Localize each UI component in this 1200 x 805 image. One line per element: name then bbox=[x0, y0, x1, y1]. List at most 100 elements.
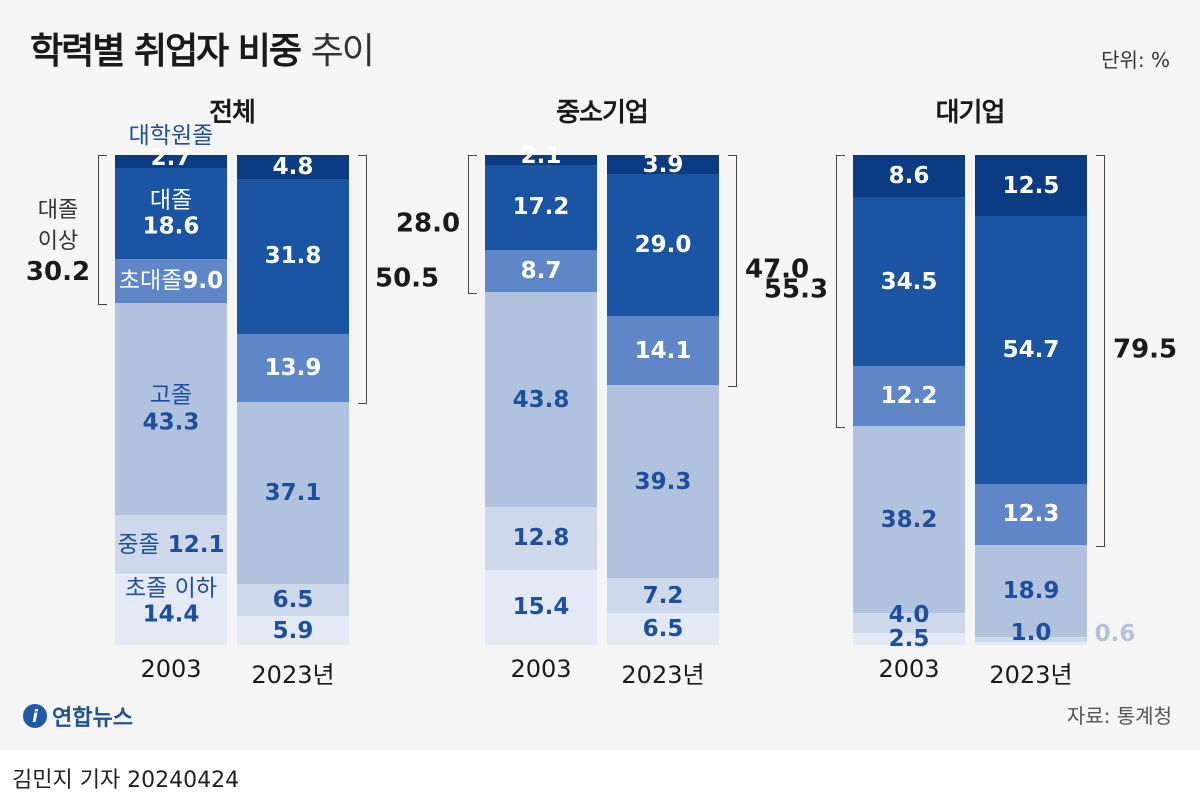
panel-title: 중소기업 bbox=[556, 98, 649, 128]
data-label: 3.9 bbox=[642, 151, 684, 178]
bar-segment-0 bbox=[237, 155, 349, 179]
bar-segment-1 bbox=[237, 178, 349, 335]
bar-segment-4 bbox=[485, 506, 597, 570]
bar-segment-0 bbox=[975, 155, 1087, 217]
data-label: 12.5 bbox=[1002, 172, 1060, 199]
data-label: 4.0 bbox=[888, 601, 930, 628]
panel-title: 전체 bbox=[209, 98, 256, 128]
data-label: 2.1 bbox=[520, 142, 562, 169]
svg-text:i: i bbox=[32, 707, 39, 727]
data-label: 4.8 bbox=[272, 153, 314, 180]
data-label: 13.9 bbox=[264, 355, 322, 382]
bar-segment-2 bbox=[115, 259, 227, 304]
year-label: 2003 bbox=[510, 655, 572, 683]
bar-segment-0 bbox=[485, 155, 597, 166]
data-label: 초졸 이하 14.4 bbox=[125, 575, 217, 628]
data-label: 12.3 bbox=[1002, 501, 1060, 528]
bracket bbox=[468, 155, 477, 295]
bar-segment-4 bbox=[853, 613, 965, 633]
data-label: 0.6 bbox=[1094, 620, 1136, 647]
logo: i 연합뉴스 bbox=[22, 700, 133, 732]
bar-segment-1 bbox=[485, 165, 597, 250]
bracket-total: 55.3 bbox=[763, 274, 829, 305]
bar-segment-4 bbox=[237, 584, 349, 617]
category-label-graduate: 대학원졸 bbox=[128, 122, 214, 149]
data-label: 6.5 bbox=[272, 586, 314, 613]
bar-segment-3 bbox=[607, 385, 719, 578]
bracket-total: 28.0 bbox=[395, 208, 461, 238]
byline: 김민지 기자 20240424 bbox=[12, 768, 240, 793]
bar-segment-3 bbox=[237, 402, 349, 585]
bar-segment-4 bbox=[115, 515, 227, 575]
bar-segment-2 bbox=[853, 366, 965, 426]
bracket bbox=[728, 155, 737, 388]
bar-segment-0 bbox=[115, 155, 227, 169]
data-label: 8.7 bbox=[520, 257, 562, 284]
bar-segment-3 bbox=[115, 303, 227, 516]
bracket bbox=[836, 155, 845, 428]
bar-segment-5 bbox=[115, 574, 227, 645]
year-label: 2003 bbox=[140, 655, 202, 683]
bracket-total: 대졸 이상 30.2 bbox=[25, 198, 91, 287]
source-note: 자료: 통계청 bbox=[1066, 704, 1172, 728]
data-label: 15.4 bbox=[512, 594, 570, 621]
data-label: 18.9 bbox=[1002, 577, 1060, 604]
year-label: 2023년 bbox=[989, 661, 1073, 689]
bar-segment-5 bbox=[607, 613, 719, 645]
bar-segment-1 bbox=[853, 197, 965, 367]
bar-segment-0 bbox=[607, 155, 719, 175]
data-label: 17.2 bbox=[512, 194, 570, 221]
bar-segment-1 bbox=[115, 168, 227, 260]
data-label: 5.9 bbox=[272, 617, 314, 644]
data-label: 39.3 bbox=[634, 468, 692, 495]
data-label: 37.1 bbox=[264, 480, 322, 507]
data-label: 34.5 bbox=[880, 268, 938, 295]
bracket bbox=[358, 155, 367, 405]
data-label: 38.2 bbox=[880, 506, 938, 533]
bar-segment-1 bbox=[975, 216, 1087, 485]
bracket-total: 50.5 bbox=[375, 263, 440, 294]
data-label: 7.2 bbox=[642, 582, 684, 609]
bar-segment-2 bbox=[485, 249, 597, 293]
data-label: 2.5 bbox=[888, 625, 930, 652]
yonhap-logo-icon: i bbox=[23, 704, 47, 728]
bracket-total: 47.0 bbox=[745, 254, 810, 285]
data-label: 43.8 bbox=[512, 386, 570, 413]
bracket bbox=[98, 155, 107, 306]
data-label: 초대졸9.0 bbox=[118, 268, 224, 295]
data-label: 14.1 bbox=[634, 337, 692, 364]
bar-segment-2 bbox=[607, 316, 719, 386]
data-label: 대졸 18.6 bbox=[142, 187, 200, 240]
bracket-total: 79.5 bbox=[1113, 334, 1178, 365]
data-label: 1.0 bbox=[1010, 619, 1052, 646]
bar-segment-2 bbox=[975, 484, 1087, 545]
data-label: 29.0 bbox=[634, 231, 692, 258]
data-label: 31.8 bbox=[264, 243, 322, 270]
panel-title: 대기업 bbox=[935, 98, 1006, 128]
bar-segment-4 bbox=[607, 577, 719, 614]
bar-segment-4 bbox=[975, 637, 1087, 643]
bar-segment-5 bbox=[237, 616, 349, 645]
data-label: 2.7 bbox=[150, 144, 192, 171]
bar-segment-3 bbox=[975, 544, 1087, 638]
bar-segment-1 bbox=[607, 174, 719, 317]
data-label: 중졸 12.1 bbox=[117, 531, 225, 558]
data-label: 8.6 bbox=[888, 162, 930, 189]
year-label: 2023년 bbox=[621, 661, 705, 689]
bracket bbox=[1096, 155, 1105, 547]
data-label: 12.2 bbox=[880, 382, 938, 409]
bar-segment-3 bbox=[853, 425, 965, 614]
bar-segment-5 bbox=[975, 642, 1087, 645]
unit-label: 단위: % bbox=[1101, 48, 1170, 72]
bar-segment-2 bbox=[237, 334, 349, 403]
bar-segment-5 bbox=[853, 632, 965, 645]
data-label: 고졸 43.3 bbox=[142, 382, 200, 436]
year-label: 2003 bbox=[878, 655, 940, 683]
bar-segment-0 bbox=[853, 155, 965, 198]
data-label: 54.7 bbox=[1002, 337, 1060, 364]
data-label: 6.5 bbox=[642, 615, 684, 642]
data-label: 12.8 bbox=[512, 524, 570, 551]
bar-segment-5 bbox=[485, 569, 597, 645]
chart-title: 학력별 취업자 비중 추이 bbox=[30, 31, 375, 72]
year-label: 2023년 bbox=[251, 661, 335, 689]
